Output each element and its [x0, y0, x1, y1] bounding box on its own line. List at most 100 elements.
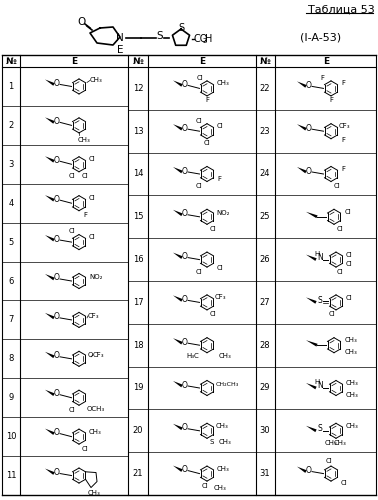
- Text: N: N: [317, 253, 323, 262]
- Polygon shape: [45, 468, 55, 475]
- Text: 5: 5: [8, 238, 14, 246]
- Text: Cl: Cl: [196, 268, 202, 274]
- Text: F: F: [341, 80, 345, 86]
- Text: Cl: Cl: [325, 458, 332, 464]
- Text: 2: 2: [8, 121, 14, 130]
- Polygon shape: [45, 235, 55, 242]
- Text: O: O: [54, 234, 60, 244]
- Text: O: O: [306, 81, 312, 90]
- Text: CH₃: CH₃: [214, 484, 227, 490]
- Text: O: O: [54, 156, 60, 165]
- Text: CH₃: CH₃: [345, 349, 358, 355]
- Polygon shape: [306, 340, 318, 346]
- Text: Cl: Cl: [334, 183, 340, 189]
- Text: Cl: Cl: [197, 76, 203, 82]
- Text: 27: 27: [260, 298, 270, 307]
- Text: O: O: [306, 466, 312, 475]
- Text: 30: 30: [260, 426, 270, 436]
- Polygon shape: [173, 124, 183, 130]
- Text: 22: 22: [260, 84, 270, 93]
- Text: NO₂: NO₂: [216, 210, 229, 216]
- Text: CH₃: CH₃: [219, 353, 232, 359]
- Text: O: O: [78, 17, 86, 27]
- Polygon shape: [45, 352, 55, 358]
- Text: O: O: [54, 117, 60, 126]
- Text: Cl: Cl: [89, 156, 96, 162]
- Text: №: №: [260, 56, 270, 66]
- Text: S: S: [318, 296, 322, 305]
- Text: O: O: [54, 468, 60, 477]
- Text: Cl: Cl: [204, 140, 211, 146]
- Text: CF₃: CF₃: [339, 123, 350, 129]
- Text: Cl: Cl: [89, 234, 96, 240]
- Text: Cl: Cl: [337, 226, 343, 232]
- Polygon shape: [45, 313, 55, 319]
- Text: Cl: Cl: [69, 228, 75, 234]
- Text: 7: 7: [8, 316, 14, 324]
- Text: CH₃: CH₃: [346, 380, 359, 386]
- Polygon shape: [173, 381, 183, 388]
- Text: 1: 1: [8, 82, 14, 91]
- Text: O: O: [182, 252, 188, 261]
- Text: 17: 17: [133, 298, 143, 307]
- Polygon shape: [306, 383, 317, 390]
- Text: O: O: [54, 274, 60, 282]
- Text: Cl: Cl: [82, 174, 88, 180]
- Text: O: O: [306, 124, 312, 132]
- Text: (I-A-53): (I-A-53): [300, 33, 341, 43]
- Text: 11: 11: [6, 471, 16, 480]
- Text: O: O: [54, 312, 60, 322]
- Text: O: O: [182, 210, 188, 218]
- Text: E: E: [71, 56, 77, 66]
- Text: O: O: [182, 80, 188, 89]
- Text: CF₃: CF₃: [93, 352, 104, 358]
- Text: F: F: [329, 98, 333, 103]
- Text: F: F: [83, 212, 87, 218]
- Polygon shape: [297, 82, 307, 87]
- Text: CH₃: CH₃: [219, 439, 232, 445]
- Text: O: O: [182, 424, 188, 432]
- Text: H: H: [314, 379, 320, 385]
- Text: CH₃: CH₃: [325, 440, 338, 446]
- Text: 10: 10: [6, 432, 16, 441]
- Text: 2: 2: [203, 38, 208, 44]
- Polygon shape: [297, 167, 307, 173]
- Polygon shape: [45, 118, 55, 124]
- Text: 31: 31: [260, 469, 270, 478]
- Text: H: H: [314, 250, 320, 256]
- Text: O: O: [54, 428, 60, 437]
- Polygon shape: [173, 167, 183, 173]
- Text: 28: 28: [260, 340, 270, 349]
- Text: CH₃: CH₃: [89, 428, 102, 434]
- Text: 20: 20: [133, 426, 143, 436]
- Text: S: S: [318, 424, 322, 434]
- Text: 16: 16: [133, 255, 143, 264]
- Text: Cl: Cl: [69, 174, 75, 180]
- Text: CH₃: CH₃: [217, 466, 230, 471]
- Text: F: F: [341, 137, 345, 143]
- Text: 21: 21: [133, 469, 143, 478]
- Text: CH₃: CH₃: [90, 78, 103, 84]
- Text: O: O: [306, 166, 312, 175]
- Polygon shape: [45, 274, 55, 280]
- Text: 12: 12: [133, 84, 143, 93]
- Text: CH₃: CH₃: [346, 423, 359, 429]
- Text: CH₃: CH₃: [346, 392, 359, 398]
- Polygon shape: [306, 212, 318, 218]
- Text: E: E: [323, 56, 329, 66]
- Text: Cl: Cl: [337, 268, 343, 274]
- Text: CH₃: CH₃: [217, 80, 230, 86]
- Text: Cl: Cl: [201, 482, 208, 488]
- Text: CH₃: CH₃: [345, 337, 358, 343]
- Text: N: N: [116, 33, 124, 43]
- Text: №: №: [133, 56, 143, 66]
- Polygon shape: [173, 466, 183, 472]
- Text: Cl: Cl: [210, 312, 216, 318]
- Text: Cl: Cl: [345, 209, 352, 215]
- Polygon shape: [45, 156, 55, 162]
- Text: F: F: [205, 98, 209, 103]
- Text: CH₃: CH₃: [77, 138, 90, 143]
- Text: CF₃: CF₃: [88, 313, 99, 319]
- Text: 25: 25: [260, 212, 270, 222]
- Polygon shape: [173, 252, 183, 259]
